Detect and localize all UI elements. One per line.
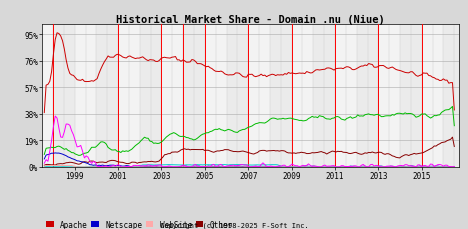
Bar xyxy=(140,25,161,167)
Title: Historical Market Share - Domain .nu (Niue): Historical Market Share - Domain .nu (Ni… xyxy=(116,14,385,25)
Bar xyxy=(313,25,335,167)
Bar xyxy=(31,25,53,167)
Bar xyxy=(96,25,118,167)
Bar xyxy=(422,25,444,167)
Bar xyxy=(53,25,75,167)
Bar xyxy=(75,25,96,167)
Bar xyxy=(292,25,313,167)
Bar xyxy=(270,25,292,167)
Bar xyxy=(357,25,378,167)
Bar xyxy=(400,25,422,167)
Bar xyxy=(444,25,465,167)
Bar xyxy=(335,25,357,167)
Bar xyxy=(161,25,183,167)
Bar xyxy=(205,25,227,167)
Bar xyxy=(227,25,248,167)
Bar xyxy=(248,25,270,167)
Bar xyxy=(183,25,205,167)
Bar xyxy=(378,25,400,167)
Text: Copyright (c) 1998-2025 F-Soft Inc.: Copyright (c) 1998-2025 F-Soft Inc. xyxy=(160,222,308,228)
Bar xyxy=(118,25,140,167)
